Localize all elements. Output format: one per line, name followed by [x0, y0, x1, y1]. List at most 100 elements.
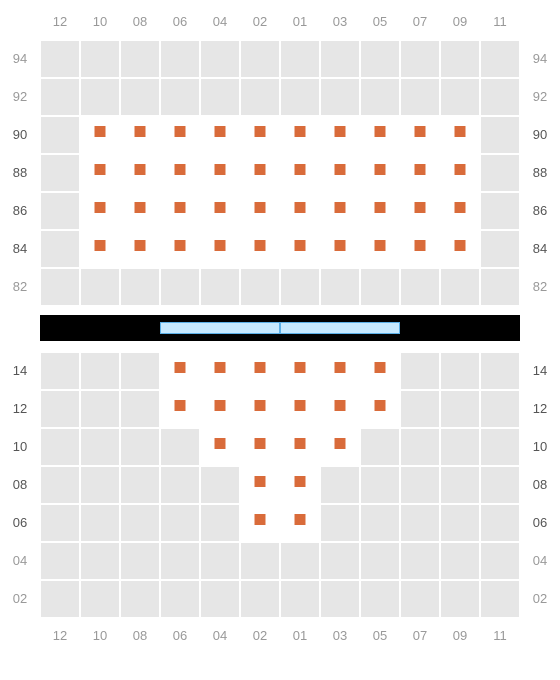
seat[interactable]	[320, 352, 360, 390]
seat[interactable]	[320, 390, 360, 428]
seat[interactable]	[280, 230, 320, 268]
row-label: 10	[525, 439, 555, 454]
seat[interactable]	[120, 116, 160, 154]
seat[interactable]	[400, 192, 440, 230]
seat[interactable]	[400, 230, 440, 268]
seat[interactable]	[200, 428, 240, 466]
seat-marker-icon	[94, 240, 105, 251]
seat[interactable]	[240, 116, 280, 154]
seat[interactable]	[200, 352, 240, 390]
seat[interactable]	[440, 192, 480, 230]
seat[interactable]	[160, 352, 200, 390]
seat[interactable]	[200, 230, 240, 268]
seat[interactable]	[200, 390, 240, 428]
seat[interactable]	[360, 116, 400, 154]
seat-marker-icon	[134, 202, 145, 213]
row-label: 12	[525, 401, 555, 416]
seat-marker-icon	[334, 126, 345, 137]
seat-marker-icon	[414, 126, 425, 137]
seat-marker-icon	[334, 400, 345, 411]
seat[interactable]	[360, 390, 400, 428]
seat-marker-icon	[174, 362, 185, 373]
seat[interactable]	[80, 230, 120, 268]
seat[interactable]	[360, 192, 400, 230]
column-label: 03	[320, 14, 360, 29]
seat-marker-icon	[174, 240, 185, 251]
seat[interactable]	[320, 192, 360, 230]
row-label: 02	[5, 591, 35, 606]
seat[interactable]	[240, 230, 280, 268]
seat-marker-icon	[374, 240, 385, 251]
stage-segment	[160, 322, 280, 334]
seat[interactable]	[160, 116, 200, 154]
row-label: 86	[525, 203, 555, 218]
seat[interactable]	[280, 466, 320, 504]
seat[interactable]	[320, 116, 360, 154]
seat[interactable]	[360, 352, 400, 390]
seat[interactable]	[280, 352, 320, 390]
seat-marker-icon	[214, 164, 225, 175]
seat-marker-icon	[134, 126, 145, 137]
seat-marker-icon	[294, 202, 305, 213]
seat-marker-icon	[294, 476, 305, 487]
seat-marker-icon	[294, 438, 305, 449]
seat[interactable]	[160, 230, 200, 268]
seat[interactable]	[400, 116, 440, 154]
seat[interactable]	[200, 154, 240, 192]
seat[interactable]	[320, 154, 360, 192]
seat[interactable]	[240, 192, 280, 230]
seat[interactable]	[200, 116, 240, 154]
row-label: 88	[5, 165, 35, 180]
seat[interactable]	[360, 154, 400, 192]
seat[interactable]	[120, 192, 160, 230]
column-label: 08	[120, 628, 160, 643]
row-label: 82	[525, 279, 555, 294]
seat[interactable]	[160, 192, 200, 230]
seat[interactable]	[160, 390, 200, 428]
seat[interactable]	[240, 428, 280, 466]
seat[interactable]	[240, 154, 280, 192]
seat[interactable]	[320, 428, 360, 466]
seat[interactable]	[280, 390, 320, 428]
row-label: 08	[525, 477, 555, 492]
seat-marker-icon	[414, 202, 425, 213]
seat-marker-icon	[134, 240, 145, 251]
seat[interactable]	[240, 504, 280, 542]
seat[interactable]	[240, 352, 280, 390]
row-label: 84	[5, 241, 35, 256]
seat[interactable]	[320, 230, 360, 268]
row-label: 84	[525, 241, 555, 256]
row-label: 90	[525, 127, 555, 142]
seat-map: 121008060402010305070911 94929088868482 …	[0, 0, 560, 680]
seat[interactable]	[280, 154, 320, 192]
seat-marker-icon	[334, 164, 345, 175]
seat[interactable]	[280, 504, 320, 542]
column-label: 04	[200, 628, 240, 643]
seat-marker-icon	[254, 126, 265, 137]
seat[interactable]	[440, 230, 480, 268]
seat[interactable]	[440, 116, 480, 154]
seat[interactable]	[160, 154, 200, 192]
column-label: 01	[280, 628, 320, 643]
seat[interactable]	[280, 428, 320, 466]
seat[interactable]	[240, 466, 280, 504]
row-label: 04	[5, 553, 35, 568]
seat-marker-icon	[254, 240, 265, 251]
seat[interactable]	[280, 116, 320, 154]
seat[interactable]	[120, 154, 160, 192]
seat[interactable]	[440, 154, 480, 192]
seat[interactable]	[280, 192, 320, 230]
stage-segment	[280, 322, 400, 334]
seat[interactable]	[200, 192, 240, 230]
seat-marker-icon	[254, 400, 265, 411]
row-label: 12	[5, 401, 35, 416]
seat[interactable]	[120, 230, 160, 268]
seat[interactable]	[80, 192, 120, 230]
seat[interactable]	[80, 154, 120, 192]
seat[interactable]	[360, 230, 400, 268]
seat-marker-icon	[454, 202, 465, 213]
seat[interactable]	[80, 116, 120, 154]
seat[interactable]	[400, 154, 440, 192]
row-label: 92	[5, 89, 35, 104]
seat[interactable]	[240, 390, 280, 428]
